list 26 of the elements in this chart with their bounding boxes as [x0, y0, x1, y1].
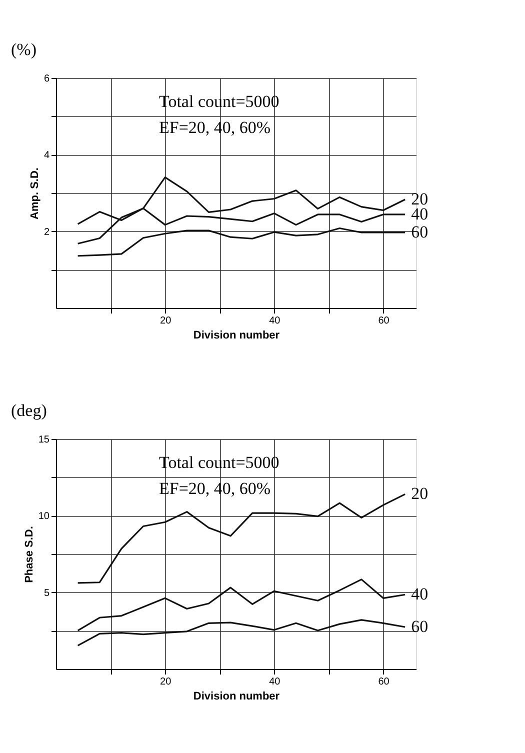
text: (%) [11, 40, 36, 59]
y-tick-label: 10 [38, 511, 50, 522]
x-tick-label: 60 [378, 676, 390, 688]
y-tick-label: 15 [38, 434, 50, 446]
y-tick-label: 5 [44, 588, 50, 599]
series-label: 60 [411, 616, 428, 636]
x-tick-label: 20 [160, 316, 172, 326]
series-label: 60 [411, 222, 428, 242]
y-axis-title: Phase S.D. [23, 526, 36, 583]
x-axis-title: Division number [193, 330, 280, 342]
x-tick-label: 60 [378, 316, 390, 326]
y-axis-title: Amp. S.D. [28, 168, 41, 220]
x-tick-label: 40 [269, 316, 281, 326]
x-tick-label: 20 [160, 676, 172, 688]
series-label: 20 [411, 484, 428, 504]
text: (deg) [11, 401, 47, 420]
x-tick-label: 40 [269, 676, 281, 688]
series-label: 40 [411, 584, 428, 604]
y-tick-label: 6 [44, 74, 50, 84]
y-tick-label: 2 [44, 226, 50, 238]
line-series [77, 619, 406, 646]
line-series [77, 578, 406, 632]
line-series [77, 227, 406, 257]
y-tick-label: 4 [44, 150, 50, 162]
line-series [77, 176, 406, 244]
x-axis-title: Division number [193, 690, 280, 702]
